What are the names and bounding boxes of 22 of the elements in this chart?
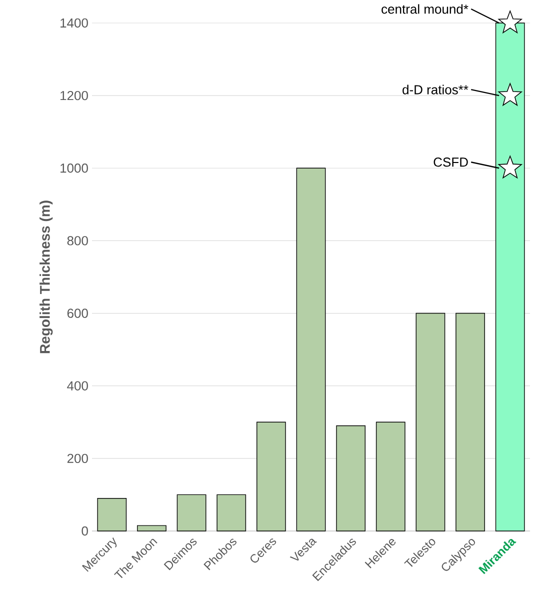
y-tick-label: 600 bbox=[67, 308, 88, 318]
y-tick-label: 0 bbox=[82, 526, 88, 536]
bar bbox=[97, 498, 127, 532]
y-tick-label: 200 bbox=[67, 454, 88, 464]
annotation: central mound* bbox=[382, 4, 468, 14]
bar bbox=[256, 422, 286, 532]
y-tick-label: 1400 bbox=[60, 18, 88, 28]
bar bbox=[216, 494, 246, 532]
y-tick-label: 1200 bbox=[60, 90, 88, 100]
bar bbox=[336, 425, 366, 532]
bar bbox=[456, 312, 485, 532]
annotation: CSFD bbox=[434, 158, 468, 167]
bar bbox=[376, 422, 406, 532]
y-axis-title: Regolith Thickness (m) bbox=[40, 200, 53, 354]
y-tick-label: 400 bbox=[67, 381, 88, 390]
bar bbox=[137, 525, 166, 532]
bar bbox=[296, 168, 326, 532]
annotation: d-D ratios** bbox=[402, 84, 468, 94]
bar bbox=[416, 312, 446, 532]
y-tick-label: 1000 bbox=[60, 164, 88, 173]
y-tick-label: 800 bbox=[67, 236, 88, 246]
bar bbox=[176, 494, 206, 532]
